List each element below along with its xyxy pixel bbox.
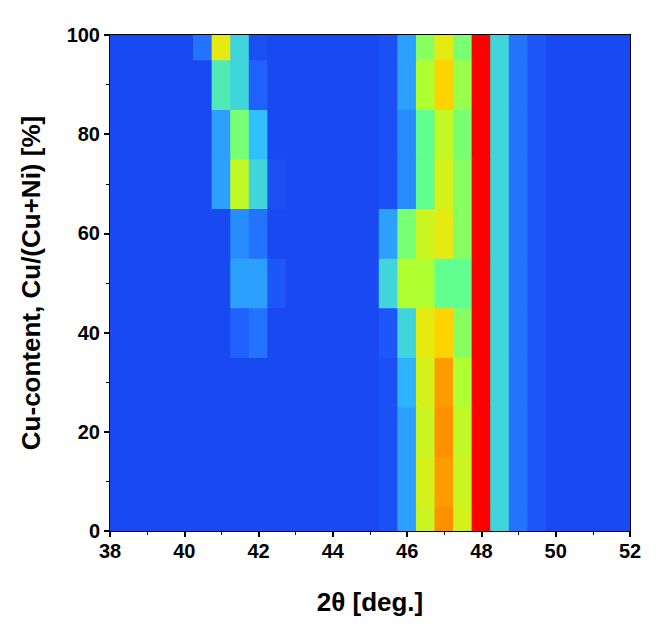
svg-text:44: 44 <box>322 540 345 562</box>
svg-text:40: 40 <box>78 322 100 344</box>
svg-text:0: 0 <box>89 520 100 542</box>
svg-text:50: 50 <box>545 540 567 562</box>
svg-text:40: 40 <box>173 540 195 562</box>
svg-text:80: 80 <box>78 123 100 145</box>
svg-text:20: 20 <box>78 421 100 443</box>
svg-text:60: 60 <box>78 222 100 244</box>
svg-text:48: 48 <box>470 540 492 562</box>
svg-text:46: 46 <box>396 540 418 562</box>
svg-text:2θ [deg.]: 2θ [deg.] <box>317 587 424 617</box>
svg-text:52: 52 <box>619 540 641 562</box>
svg-text:42: 42 <box>247 540 269 562</box>
svg-text:38: 38 <box>99 540 121 562</box>
svg-text:100: 100 <box>67 24 100 46</box>
svg-text:Cu-content, Cu/(Cu+Ni) [%]: Cu-content, Cu/(Cu+Ni) [%] <box>16 116 46 450</box>
